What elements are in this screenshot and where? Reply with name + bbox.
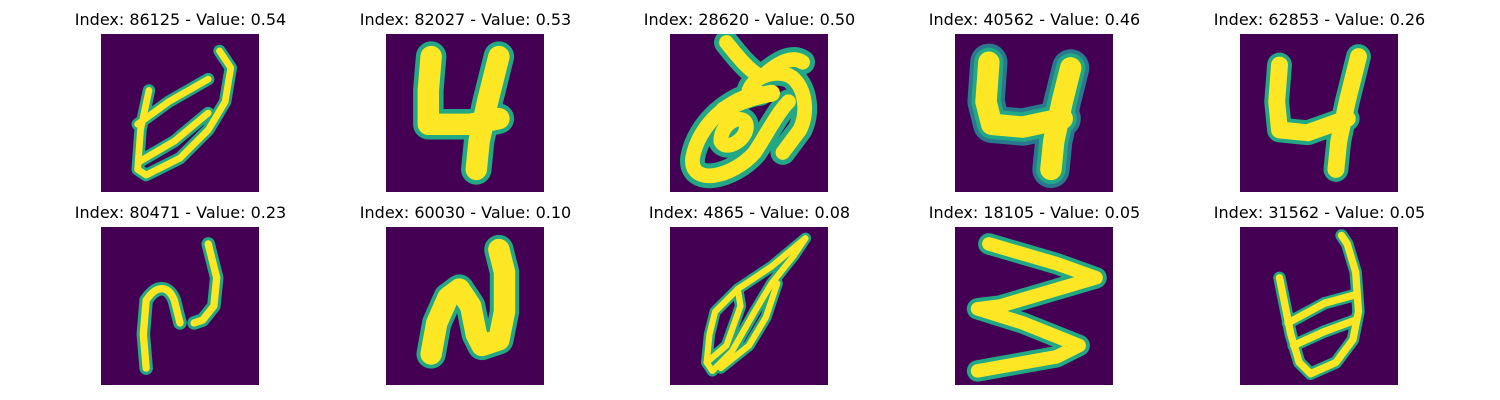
panel-title: Index: 60030 - Value: 0.10: [359, 203, 572, 222]
image-panel: Index: 80471 - Value: 0.23: [38, 203, 323, 388]
panel-title: Index: 62853 - Value: 0.26: [1213, 10, 1426, 29]
panel-title: Index: 82027 - Value: 0.53: [359, 10, 572, 29]
image-panel: Index: 40562 - Value: 0.46: [892, 10, 1177, 195]
panel-title: Index: 28620 - Value: 0.50: [643, 10, 856, 29]
panel-title: Index: 31562 - Value: 0.05: [1213, 203, 1426, 222]
handwritten-glyph-image: [670, 227, 828, 385]
handwritten-glyph-image: [1240, 34, 1398, 192]
handwritten-glyph-image: [670, 34, 828, 192]
image-panel: Index: 28620 - Value: 0.50: [607, 10, 892, 195]
handwritten-glyph-image: [386, 34, 544, 192]
image-panel: Index: 4865 - Value: 0.08: [607, 203, 892, 388]
image-panel: Index: 82027 - Value: 0.53: [323, 10, 608, 195]
panel-title: Index: 18105 - Value: 0.05: [928, 203, 1141, 222]
handwritten-glyph-image: [386, 227, 544, 385]
image-panel: Index: 86125 - Value: 0.54: [38, 10, 323, 195]
panel-title: Index: 4865 - Value: 0.08: [648, 203, 851, 222]
handwritten-glyph-image: [955, 227, 1113, 385]
panel-title: Index: 40562 - Value: 0.46: [928, 10, 1141, 29]
handwritten-glyph-image: [101, 34, 259, 192]
image-panel: Index: 62853 - Value: 0.26: [1177, 10, 1462, 195]
handwritten-glyph-image: [101, 227, 259, 385]
image-panel: Index: 18105 - Value: 0.05: [892, 203, 1177, 388]
handwritten-glyph-image: [1240, 227, 1398, 385]
handwritten-glyph-image: [955, 34, 1113, 192]
image-panel: Index: 60030 - Value: 0.10: [323, 203, 608, 388]
panel-title: Index: 80471 - Value: 0.23: [74, 203, 287, 222]
image-panel: Index: 31562 - Value: 0.05: [1177, 203, 1462, 388]
panel-title: Index: 86125 - Value: 0.54: [74, 10, 287, 29]
